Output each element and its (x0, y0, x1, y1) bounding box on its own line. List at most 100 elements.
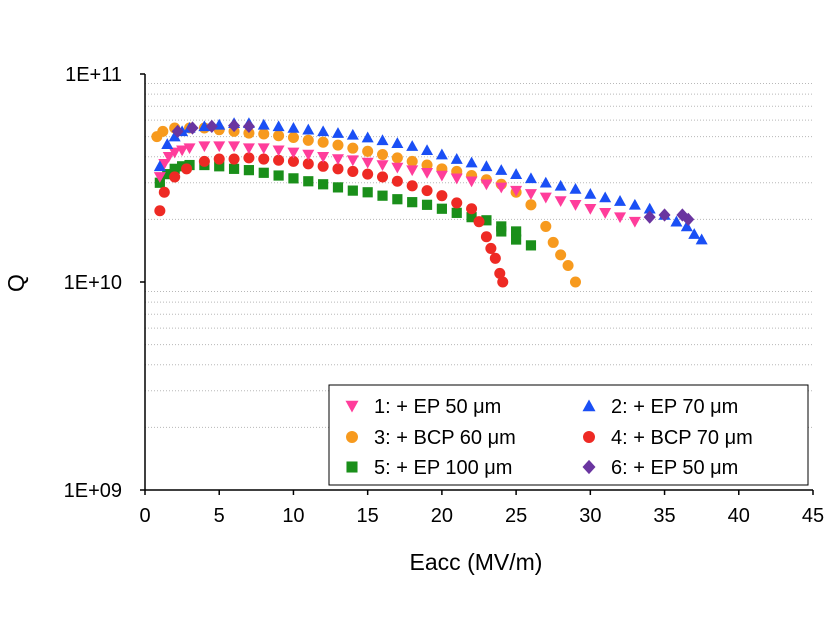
data-point (480, 179, 493, 191)
data-point (347, 165, 359, 177)
data-point (614, 195, 627, 206)
data-point (153, 172, 166, 183)
data-point (450, 173, 463, 185)
data-point (584, 203, 597, 215)
legend-label: 3: + BCP 60 μm (374, 427, 516, 449)
data-point (569, 182, 582, 194)
data-point (318, 179, 329, 190)
x-tick-label: 0 (139, 505, 150, 527)
data-point (547, 236, 559, 248)
data-point (186, 121, 199, 135)
data-point (228, 153, 240, 165)
data-point (562, 260, 574, 272)
data-point (258, 167, 269, 178)
y-axis-title: Q (3, 274, 29, 292)
data-point (688, 228, 701, 239)
data-point (317, 151, 330, 163)
x-tick-label: 35 (653, 505, 675, 527)
data-point (332, 182, 344, 193)
x-tick-labels: 0 5 10 15 20 25 30 35 40 45 (139, 490, 824, 527)
data-point (228, 163, 240, 174)
data-point (695, 233, 708, 245)
data-point (481, 215, 492, 226)
data-point (154, 205, 166, 217)
data-point (392, 194, 403, 205)
y-tick-label: 1E+11 (65, 64, 122, 86)
data-point (435, 170, 448, 182)
legend-item: 3: + BCP 60 μm (346, 427, 516, 449)
x-tick-label: 15 (357, 505, 379, 527)
data-point (495, 164, 508, 175)
data-point (346, 128, 359, 140)
x-axis-title: Eacc (MV/m) (410, 549, 543, 575)
data-point (525, 199, 537, 211)
data-point (287, 155, 299, 167)
data-point (157, 125, 169, 137)
data-point (302, 149, 315, 161)
data-point (628, 216, 641, 228)
data-point (169, 171, 181, 183)
data-point (682, 212, 695, 226)
data-point (540, 220, 552, 232)
data-point (158, 159, 171, 170)
data-point (302, 134, 314, 146)
data-point (465, 176, 478, 188)
data-point (198, 155, 210, 167)
series-4 (154, 152, 509, 288)
data-point (376, 160, 389, 172)
legend: 1: + EP 50 μm 2: + EP 70 μm 3: + BCP 60 μm… (328, 384, 809, 486)
data-point (614, 212, 627, 224)
x-tick-label: 40 (728, 505, 750, 527)
data-point (347, 142, 359, 154)
series-3 (151, 122, 582, 288)
legend-label: 6: + EP 50 μm (611, 457, 738, 479)
data-point (288, 173, 299, 184)
data-point (362, 187, 373, 198)
data-point (451, 197, 463, 209)
data-point (272, 145, 285, 157)
data-point (258, 128, 270, 140)
data-point (406, 140, 419, 151)
legend-marker (346, 461, 358, 473)
data-point (287, 122, 300, 133)
data-point (421, 167, 434, 179)
y-tick-label: 1E+09 (64, 480, 122, 502)
data-point (658, 208, 671, 222)
x-tick-label: 10 (282, 505, 304, 527)
data-point (524, 189, 537, 200)
data-point (168, 147, 181, 159)
data-point (272, 120, 285, 132)
data-point (303, 176, 314, 187)
data-point (510, 168, 523, 179)
data-point (362, 145, 374, 157)
data-point (539, 176, 552, 188)
legend-marker (583, 431, 595, 443)
data-point (242, 119, 255, 133)
data-point (451, 207, 462, 218)
legend-marker (345, 400, 359, 413)
data-point (421, 144, 434, 156)
data-point (317, 136, 329, 148)
legend-item: 4: + BCP 70 μm (583, 427, 753, 449)
data-point (153, 160, 166, 172)
data-point (362, 168, 374, 180)
y-tick-labels: 1E+09 1E+10 1E+11 (64, 64, 145, 502)
data-point (213, 153, 225, 165)
data-point (407, 197, 418, 208)
data-point (162, 151, 175, 163)
data-point (466, 212, 477, 223)
legend-label: 2: + EP 70 μm (611, 396, 738, 418)
data-point (228, 118, 241, 133)
x-tick-label: 45 (802, 505, 824, 527)
series-1 (153, 141, 641, 228)
x-tick-label: 30 (579, 505, 601, 527)
y-tick-label: 1E+10 (64, 272, 122, 294)
data-point (331, 154, 344, 166)
data-point (421, 185, 433, 197)
data-point (273, 170, 284, 181)
data-point (599, 191, 612, 203)
data-point (331, 127, 344, 138)
data-point (554, 196, 567, 208)
x-tick-label: 5 (214, 505, 225, 527)
